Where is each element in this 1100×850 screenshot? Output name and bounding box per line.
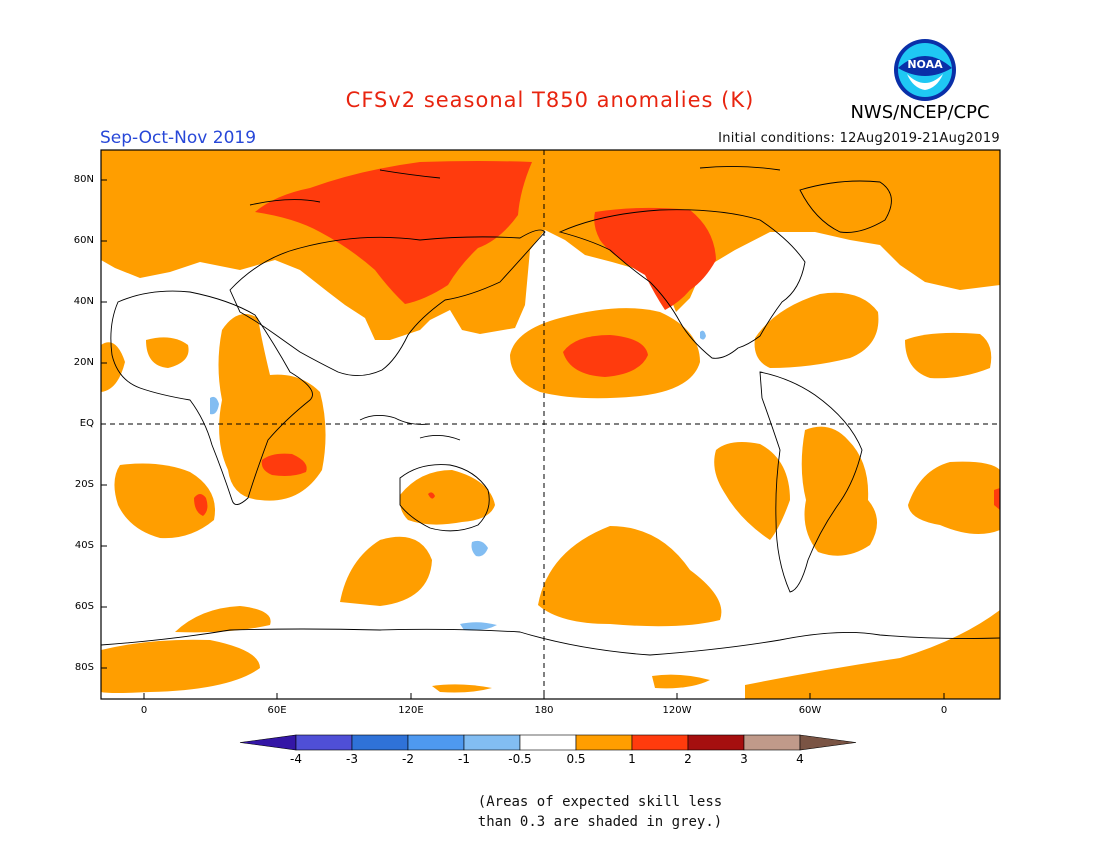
lon-label-0-east: 0 — [940, 705, 948, 716]
anomaly-area-hawaii-strong — [563, 335, 648, 377]
lon-label-60e: 60E — [267, 705, 287, 716]
lat-label-20s: 20S — [74, 479, 94, 490]
lon-label-120w: 120W — [662, 705, 692, 716]
coastline-greenland — [799, 180, 892, 233]
anomaly-area-indian-south — [340, 536, 432, 606]
coastline-eurasia — [229, 229, 546, 376]
coastline-australia — [399, 464, 490, 532]
anomaly-area-west-africa — [905, 332, 992, 379]
anomaly-area-south-atlantic-east — [908, 461, 1000, 534]
colorbar-label: -1 — [458, 752, 470, 766]
colorbar-segment — [519, 734, 577, 751]
noaa-logo: NOAA — [894, 39, 956, 101]
lat-label-40s: 40S — [74, 540, 94, 551]
colorbar-label: 1 — [628, 752, 636, 766]
anomaly-area-australia — [399, 470, 495, 525]
colorbar-segment — [575, 734, 633, 751]
colorbar — [239, 734, 857, 751]
agency-label: NWS/NCEP/CPC — [850, 102, 990, 123]
coastline-africa — [110, 290, 313, 505]
noaa-logo-text: NOAA — [907, 58, 943, 71]
colorbar-segment — [463, 734, 521, 751]
season-label: Sep-Oct-Nov 2019 — [100, 128, 257, 148]
coastline-arctic-islands — [249, 165, 781, 206]
colorbar-segment — [743, 734, 801, 751]
anomaly-area-atlantic-west — [101, 342, 125, 392]
colorbar-segment — [407, 734, 465, 751]
anomaly-area-antarctic-ring — [175, 606, 271, 633]
lat-label-80s: 80S — [74, 662, 94, 673]
lat-label-40n: 40N — [73, 296, 94, 307]
anomaly-area-north-atlantic — [754, 292, 879, 368]
anomaly-area-arabia — [146, 337, 189, 368]
coastline-north-america — [558, 209, 806, 359]
anomaly-area-antarctic-pac — [652, 674, 710, 689]
colorbar-arrow-left — [239, 734, 297, 751]
colorbar-label: 0.5 — [566, 752, 586, 766]
coastline-antarctica — [101, 628, 1000, 656]
lon-label-180: 180 — [534, 705, 554, 716]
skill-note-line-2: than 0.3 are shaded in grey.) — [477, 814, 723, 830]
lon-label-60w: 60W — [798, 705, 822, 716]
anomaly-area-australia-strong — [428, 492, 435, 499]
anomaly-area-south-pacific — [538, 526, 722, 627]
map-frame — [100, 149, 1001, 700]
lat-label-eq: EQ — [79, 418, 94, 429]
colorbar-arrow-right — [799, 734, 857, 751]
colorbar-segment — [687, 734, 745, 751]
anomaly-area-indian-strong — [261, 453, 307, 476]
map-title: CFSv2 seasonal T850 anomalies (K) — [345, 88, 755, 112]
lat-label-80n: 80N — [73, 174, 94, 185]
lat-label-60s: 60S — [74, 601, 94, 612]
coastline-south-america — [759, 371, 863, 593]
initial-conditions-label: Initial conditions: 12Aug2019-21Aug2019 — [718, 131, 1000, 146]
colorbar-label: -3 — [346, 752, 358, 766]
anomaly-area-antarctic-west — [101, 639, 260, 693]
colorbar-label: -0.5 — [508, 752, 532, 766]
colorbar-label: -2 — [402, 752, 414, 766]
anomaly-area-antarctic-east — [745, 610, 1000, 699]
anomaly-area-south-america — [801, 426, 878, 556]
anomaly-area-atlantic-strong — [994, 488, 1000, 510]
colorbar-label: 4 — [796, 752, 804, 766]
anomaly-area-cold-arabian — [210, 396, 219, 415]
lat-label-60n: 60N — [73, 235, 94, 246]
axis-ticks — [101, 179, 945, 699]
anomaly-area-antarctic-mid — [432, 684, 492, 693]
anomaly-area-siberia-strong — [255, 161, 532, 304]
skill-note: (Areas of expected skill less than 0.3 a… — [440, 792, 760, 832]
coastlines — [101, 165, 1000, 656]
lon-label-0: 0 — [140, 705, 148, 716]
colorbar-label: 2 — [684, 752, 692, 766]
colorbar-segment — [351, 734, 409, 751]
anomaly-area-east-pacific — [714, 442, 790, 540]
colorbar-segment — [295, 734, 353, 751]
anomaly-area-madagascar-strong — [194, 494, 208, 516]
anomaly-area-cold-southern — [460, 622, 497, 631]
anomaly-area-alaska-strong — [594, 207, 716, 310]
colorbar-segment — [631, 734, 689, 751]
anomaly-area-cold-tasman — [471, 540, 488, 557]
lon-label-120e: 120E — [398, 705, 424, 716]
colorbar-label: -4 — [290, 752, 302, 766]
colorbar-label: 3 — [740, 752, 748, 766]
anomaly-area-africa — [218, 314, 326, 501]
skill-note-line-1: (Areas of expected skill less — [477, 794, 723, 810]
anomaly-area-south-africa — [114, 463, 215, 539]
anomaly-area-cold-mexico — [700, 330, 706, 340]
lat-label-20n: 20N — [73, 357, 94, 368]
